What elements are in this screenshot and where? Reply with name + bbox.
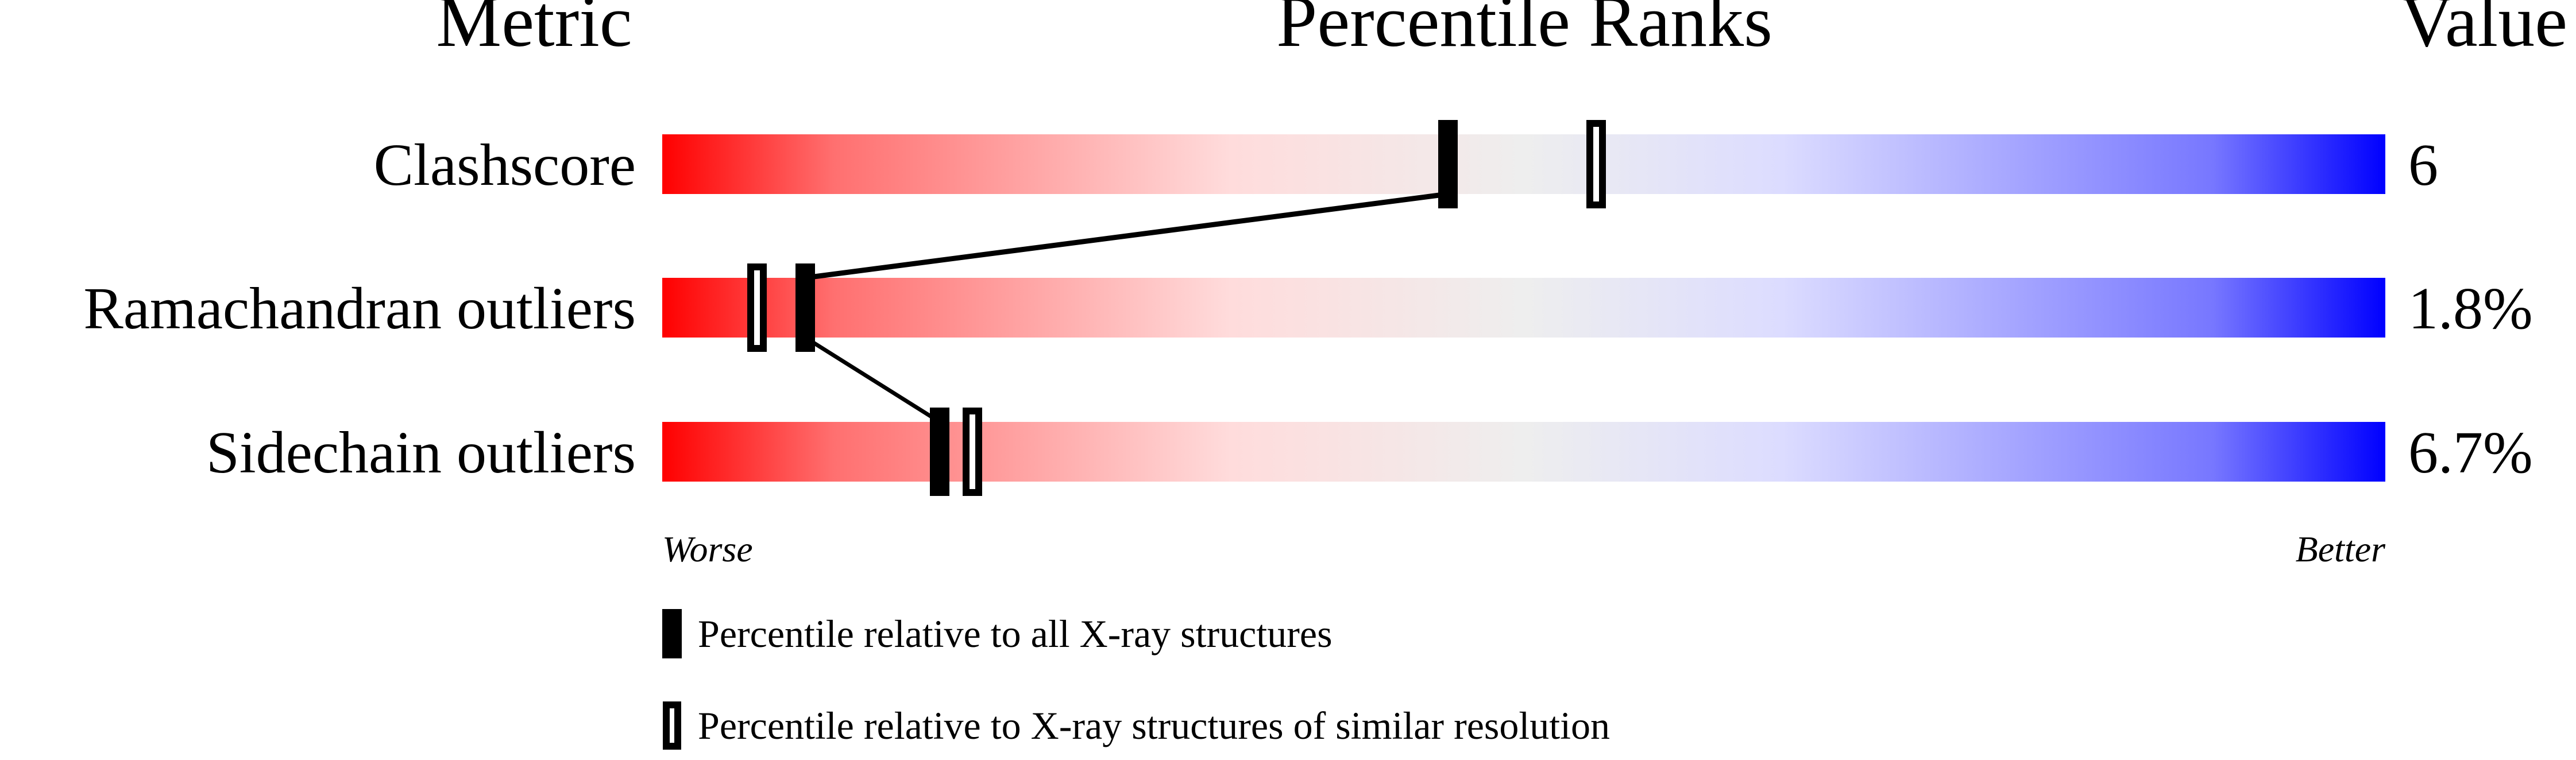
connector-line xyxy=(804,336,941,424)
percentile-bar xyxy=(662,134,2385,194)
header-metric: Metric xyxy=(436,0,632,62)
legend-label-similar: Percentile relative to X-ray structures … xyxy=(698,704,1610,747)
percentile-bar xyxy=(662,422,2385,482)
marker-similar-resolution xyxy=(963,408,982,496)
header-value: Value xyxy=(2400,0,2567,62)
legend-filled-marker xyxy=(662,609,682,658)
marker-all-structures xyxy=(930,408,949,496)
legend-open-marker xyxy=(663,701,681,750)
axis-label-worse: Worse xyxy=(662,529,753,569)
metric-value: 1.8% xyxy=(2408,276,2533,342)
metric-value: 6 xyxy=(2408,132,2438,198)
legend-label-all: Percentile relative to all X-ray structu… xyxy=(698,612,1333,656)
axis-label-better: Better xyxy=(2296,529,2386,569)
marker-similar-resolution xyxy=(1586,120,1606,208)
metric-label: Sidechain outliers xyxy=(206,420,636,486)
metric-label: Clashscore xyxy=(374,132,636,198)
header-percentile-ranks: Percentile Ranks xyxy=(1276,0,1772,62)
metric-value: 6.7% xyxy=(2408,420,2533,486)
metric-label: Ramachandran outliers xyxy=(83,276,636,342)
percentile-bar xyxy=(662,278,2385,338)
connector-line xyxy=(805,191,1449,281)
marker-similar-resolution xyxy=(747,263,767,352)
